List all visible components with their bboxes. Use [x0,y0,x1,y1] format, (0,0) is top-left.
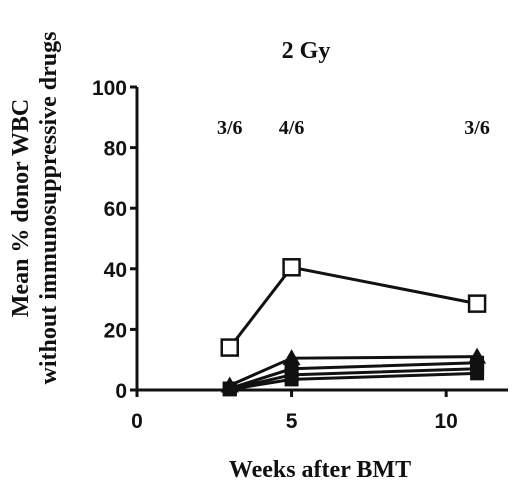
series-group [220,258,487,397]
y-tick-label: 100 [92,77,127,100]
x-tick-label: 0 [131,410,143,433]
y-tick-label: 0 [115,380,127,403]
data-point-open-square [220,338,239,357]
y-axis-label-line1: Mean % donor WBC [8,99,34,317]
y-tick-label: 40 [104,259,127,282]
x-tick-label: 10 [434,410,457,433]
annotation-label: 3/6 [464,117,490,139]
data-point-open-square [467,294,487,313]
annotation-label: 3/6 [217,117,243,139]
data-point-filled-square [284,372,299,387]
x-tick-label: 5 [286,410,298,433]
series-open-square [220,258,487,357]
data-point-filled-square [222,382,237,397]
y-tick-label: 20 [104,319,127,342]
series-filled-square [222,366,485,397]
x-axis-label: Weeks after BMT [229,457,411,483]
y-tick-label: 80 [104,138,127,161]
chart-title: 2 Gy [282,38,331,64]
annotations: 3/6 4/6 3/6 [217,117,490,139]
data-point-filled-triangle [282,349,301,366]
y-axis-label-line2: without immunosuppressive drugs [36,32,62,385]
data-point-open-square [282,258,301,277]
series-line [229,367,478,391]
y-axis-label: Mean % donor WBC without immunosuppressi… [8,32,62,385]
axis-ticks: 0 20 40 60 80 100 0 5 10 [92,77,458,433]
annotation-label: 4/6 [279,117,305,139]
series-line [228,265,478,349]
data-point-filled-square [470,366,485,381]
y-tick-label: 60 [104,198,127,221]
